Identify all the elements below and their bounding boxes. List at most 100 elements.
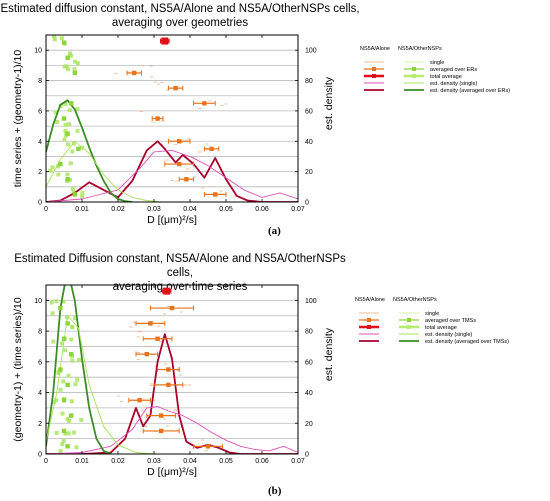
single-point — [71, 430, 76, 435]
y2-tick-label: 0 — [305, 200, 309, 207]
chart-panel-b: Estimated Diffusion constant, NS5A/Alone… — [0, 250, 550, 501]
average-point — [159, 428, 164, 434]
x-tick-label: 0.02 — [111, 206, 125, 213]
legend-marker — [372, 74, 376, 78]
y2-tick-label: 60 — [305, 359, 313, 366]
y-tick-label: 10 — [34, 298, 42, 305]
average-point — [137, 398, 142, 403]
average-point — [173, 85, 178, 91]
single-point — [80, 194, 85, 199]
single-point — [61, 379, 66, 384]
single-point: ••• — [165, 158, 168, 162]
single-point: ••• — [129, 325, 132, 329]
single-point — [63, 431, 68, 436]
y-tick-label: 8 — [38, 329, 42, 336]
single-point — [50, 165, 55, 170]
density-curve — [46, 140, 162, 202]
average-point — [72, 192, 77, 197]
single-point: ••• — [233, 194, 236, 198]
average-point — [58, 305, 63, 311]
chart-title: Estimated Diffusion constant, NS5A/Alone… — [0, 252, 360, 294]
average-point — [205, 444, 211, 449]
y-tick-label: 0 — [38, 452, 42, 459]
single-point: ••• — [188, 383, 191, 387]
single-point: ••• — [170, 178, 173, 182]
single-point — [71, 141, 76, 146]
single-point — [73, 382, 78, 387]
legend-entry-label: total average — [425, 325, 457, 331]
average-point — [209, 146, 214, 152]
density-curve — [46, 405, 298, 454]
single-point — [70, 325, 75, 330]
single-point: ••• — [157, 324, 160, 328]
single-point: ••• — [163, 417, 166, 421]
single-point: ••• — [147, 344, 150, 348]
average-point — [177, 161, 182, 167]
single-point — [60, 411, 65, 416]
single-point: ••• — [159, 340, 162, 344]
single-point: ••• — [187, 137, 190, 141]
single-point — [69, 399, 74, 404]
single-points-group: ••••••••••••••••••••••••••••••••••••••••… — [48, 35, 237, 199]
single-point: ••• — [154, 364, 157, 368]
legend-entry-label: est. density (averaged over TMSs) — [425, 339, 509, 345]
single-point: ••• — [117, 394, 120, 398]
single-point — [49, 300, 54, 305]
y-tick-label: 2 — [38, 169, 42, 176]
y-tick-label: 8 — [38, 78, 42, 85]
density-curve — [46, 333, 298, 454]
single-point — [65, 172, 70, 177]
single-point — [67, 122, 72, 127]
average-point — [69, 351, 74, 357]
chart-title-line-2: averaging over geometries — [111, 17, 249, 29]
y2-tick-label: 100 — [305, 298, 317, 305]
plot-frame — [45, 284, 299, 455]
single-point: ••• — [166, 424, 169, 428]
average-point — [61, 428, 67, 434]
legend-marker — [367, 318, 371, 322]
single-point — [79, 417, 84, 422]
single-point — [54, 299, 59, 304]
single-point: ••• — [151, 120, 154, 124]
x-tick-label: 0.03 — [147, 206, 161, 213]
single-point — [62, 64, 67, 69]
x-tick-label: 0.05 — [219, 206, 233, 213]
single-point — [70, 358, 75, 363]
single-point: ••• — [167, 305, 170, 309]
average-point — [65, 177, 70, 182]
single-point: ••• — [186, 167, 189, 171]
single-point: ••• — [185, 170, 188, 174]
single-point — [62, 137, 67, 142]
legend-entry-label: est. density (single) — [430, 81, 478, 87]
y2-axis-label: est. density — [323, 76, 335, 130]
single-point — [76, 357, 81, 362]
x-tick-label: 0.05 — [219, 458, 233, 465]
single-point — [75, 61, 80, 66]
single-point — [63, 348, 68, 353]
single-point: ••• — [174, 408, 177, 412]
single-point — [65, 67, 70, 72]
single-point: ••• — [148, 344, 151, 348]
y-tick-label: 10 — [34, 48, 42, 55]
y-tick-label: 6 — [38, 108, 42, 115]
average-point — [61, 116, 67, 121]
single-point — [68, 161, 73, 166]
density-curve — [46, 315, 155, 454]
average-point — [144, 351, 149, 357]
y2-tick-label: 60 — [305, 108, 313, 115]
average-point — [61, 398, 67, 403]
average-point — [76, 146, 81, 152]
single-point — [74, 445, 79, 450]
single-point: ••• — [220, 445, 223, 449]
single-point — [72, 316, 77, 321]
single-point: ••• — [198, 150, 201, 154]
single-point: ••• — [174, 143, 177, 147]
average-point — [58, 161, 63, 167]
legend-marker — [372, 67, 376, 71]
single-point — [54, 430, 59, 435]
single-point — [70, 149, 75, 154]
average-point — [65, 321, 70, 326]
single-point — [68, 177, 73, 182]
average-point — [169, 305, 175, 311]
single-point — [72, 67, 77, 72]
